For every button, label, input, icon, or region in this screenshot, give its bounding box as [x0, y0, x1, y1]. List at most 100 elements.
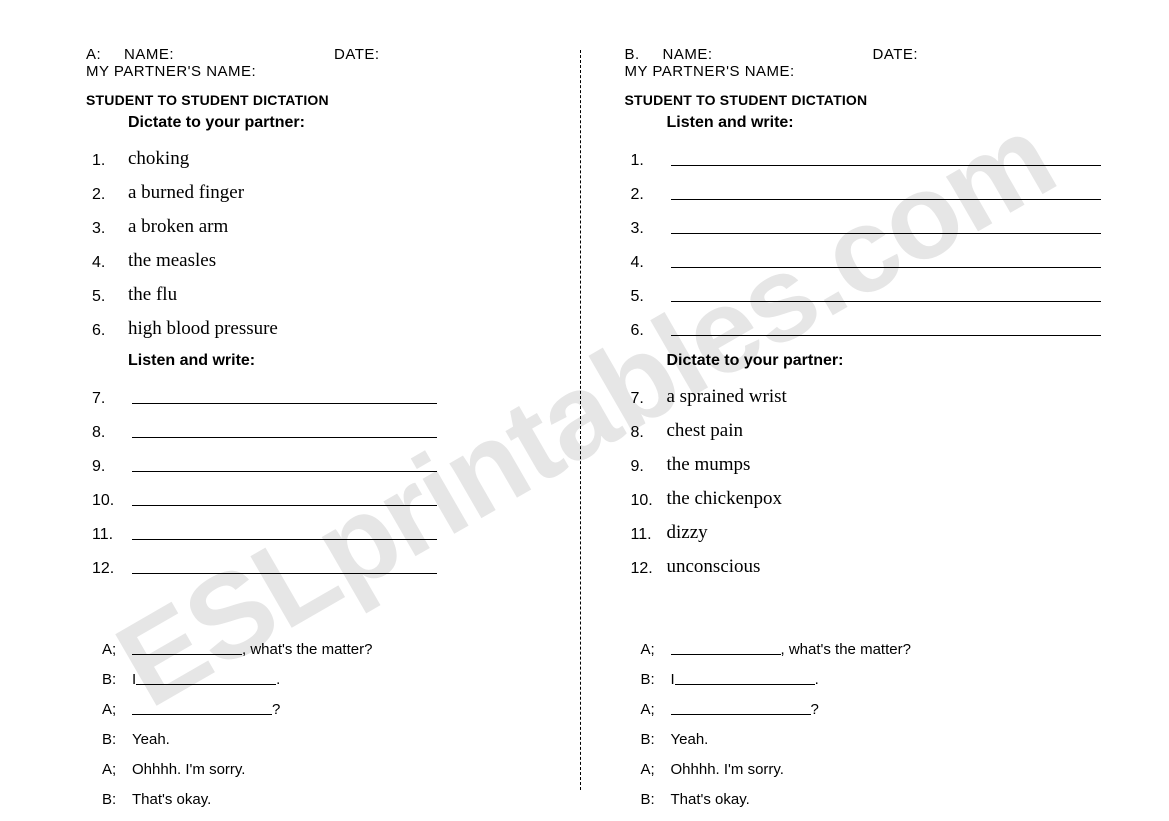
row-number: 4. [86, 254, 128, 272]
blank-row: 11. [86, 510, 557, 544]
speaker-label: A; [641, 641, 671, 658]
header-row-a: A: NAME: DATE: [86, 46, 557, 63]
word-text: high blood pressure [128, 318, 278, 340]
word-text: choking [128, 148, 189, 170]
write-blank[interactable] [132, 573, 437, 574]
word-list-a: 1.choking 2.a burned finger 3.a broken a… [86, 136, 557, 340]
row-number: 2. [86, 186, 128, 204]
word-row: 7.a sprained wrist [625, 374, 1142, 408]
dialog-line: B:That's okay. [102, 778, 557, 808]
word-text: dizzy [667, 522, 708, 544]
row-number: 6. [625, 322, 667, 340]
dialog-blank[interactable] [671, 714, 811, 715]
speaker-label: B: [102, 671, 132, 688]
write-blank[interactable] [671, 301, 1102, 302]
row-number: 3. [625, 220, 667, 238]
dialog-text: That's okay. [132, 791, 211, 808]
dialog-text: , what's the matter? [242, 641, 372, 658]
row-number: 10. [86, 492, 128, 510]
speaker-label: B: [102, 791, 132, 808]
dialog-blank[interactable] [136, 684, 276, 685]
dialog-line: B:I . [102, 658, 557, 688]
row-number: 9. [86, 458, 128, 476]
blank-row: 6. [625, 306, 1142, 340]
dialog-blank[interactable] [671, 654, 781, 655]
dialog-text: I [132, 671, 136, 688]
dialog-text: . [276, 671, 280, 688]
dialog-blank[interactable] [132, 654, 242, 655]
dialog-line: B:I . [641, 658, 1142, 688]
header-row-b: B. NAME: DATE: [625, 46, 1142, 63]
speaker-label: A; [102, 701, 132, 718]
write-blank[interactable] [132, 437, 437, 438]
write-blank[interactable] [671, 335, 1102, 336]
row-number: 7. [625, 390, 667, 408]
dialog-line: A;Ohhhh. I'm sorry. [641, 748, 1142, 778]
dialog-text: Yeah. [132, 731, 170, 748]
write-blank[interactable] [132, 539, 437, 540]
word-list-b: 7.a sprained wrist 8.chest pain 9.the mu… [625, 374, 1142, 578]
page: A: NAME: DATE: MY PARTNER'S NAME: STUDEN… [0, 0, 1169, 821]
word-text: the flu [128, 284, 177, 306]
blank-list-a: 7. 8. 9. 10. 11. 12. [86, 374, 557, 578]
row-number: 12. [625, 560, 667, 578]
row-number: 10. [625, 492, 667, 510]
write-blank[interactable] [132, 505, 437, 506]
word-row: 1.choking [86, 136, 557, 170]
column-a: A: NAME: DATE: MY PARTNER'S NAME: STUDEN… [0, 0, 585, 821]
row-number: 11. [86, 526, 128, 544]
row-number: 7. [86, 390, 128, 408]
word-row: 8.chest pain [625, 408, 1142, 442]
row-number: 5. [625, 288, 667, 306]
speaker-label: B: [641, 731, 671, 748]
dialog-line: B:Yeah. [641, 718, 1142, 748]
dialog-line: A;? [102, 688, 557, 718]
dialog-text: . [815, 671, 819, 688]
row-number: 5. [86, 288, 128, 306]
blank-row: 5. [625, 272, 1142, 306]
speaker-label: B: [102, 731, 132, 748]
row-number: 3. [86, 220, 128, 238]
row-number: 1. [86, 152, 128, 170]
row-number: 1. [625, 152, 667, 170]
word-row: 6.high blood pressure [86, 306, 557, 340]
blank-row: 8. [86, 408, 557, 442]
speaker-label: B: [641, 671, 671, 688]
word-text: chest pain [667, 420, 744, 442]
write-blank[interactable] [671, 199, 1102, 200]
dialog-line: A;? [641, 688, 1142, 718]
write-blank[interactable] [132, 471, 437, 472]
word-text: the measles [128, 250, 216, 272]
dialog-a: A;, what's the matter? B:I . A;? B:Yeah.… [102, 628, 557, 808]
word-row: 10.the chickenpox [625, 476, 1142, 510]
word-text: a burned finger [128, 182, 244, 204]
column-divider [580, 50, 581, 790]
speaker-label: A; [641, 701, 671, 718]
date-label-a: DATE: [334, 46, 380, 63]
speaker-label: A; [641, 761, 671, 778]
write-blank[interactable] [671, 165, 1102, 166]
write-blank[interactable] [132, 403, 437, 404]
word-text: a sprained wrist [667, 386, 787, 408]
dialog-blank[interactable] [132, 714, 272, 715]
partner-label-b: MY PARTNER'S NAME: [625, 63, 1142, 80]
letter-a: A: [86, 46, 124, 63]
blank-row: 7. [86, 374, 557, 408]
dialog-line: B:Yeah. [102, 718, 557, 748]
row-number: 8. [86, 424, 128, 442]
row-number: 2. [625, 186, 667, 204]
word-row: 9.the mumps [625, 442, 1142, 476]
word-text: a broken arm [128, 216, 228, 238]
word-row: 2.a burned finger [86, 170, 557, 204]
date-label-b: DATE: [873, 46, 919, 63]
blank-list-b: 1. 2. 3. 4. 5. 6. [625, 136, 1142, 340]
dialog-text: ? [811, 701, 819, 718]
dialog-text: I [671, 671, 675, 688]
blank-row: 2. [625, 170, 1142, 204]
write-blank[interactable] [671, 267, 1102, 268]
dialog-blank[interactable] [675, 684, 815, 685]
dialog-line: A;Ohhhh. I'm sorry. [102, 748, 557, 778]
word-row: 5.the flu [86, 272, 557, 306]
write-blank[interactable] [671, 233, 1102, 234]
blank-row: 10. [86, 476, 557, 510]
